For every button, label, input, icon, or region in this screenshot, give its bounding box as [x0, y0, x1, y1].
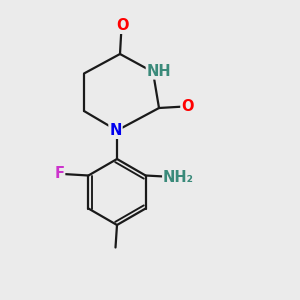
Text: O: O — [181, 99, 194, 114]
Text: NH: NH — [147, 64, 171, 79]
Text: NH₂: NH₂ — [163, 169, 194, 184]
Text: O: O — [116, 18, 128, 33]
Text: N: N — [109, 123, 122, 138]
Text: F: F — [54, 167, 64, 182]
